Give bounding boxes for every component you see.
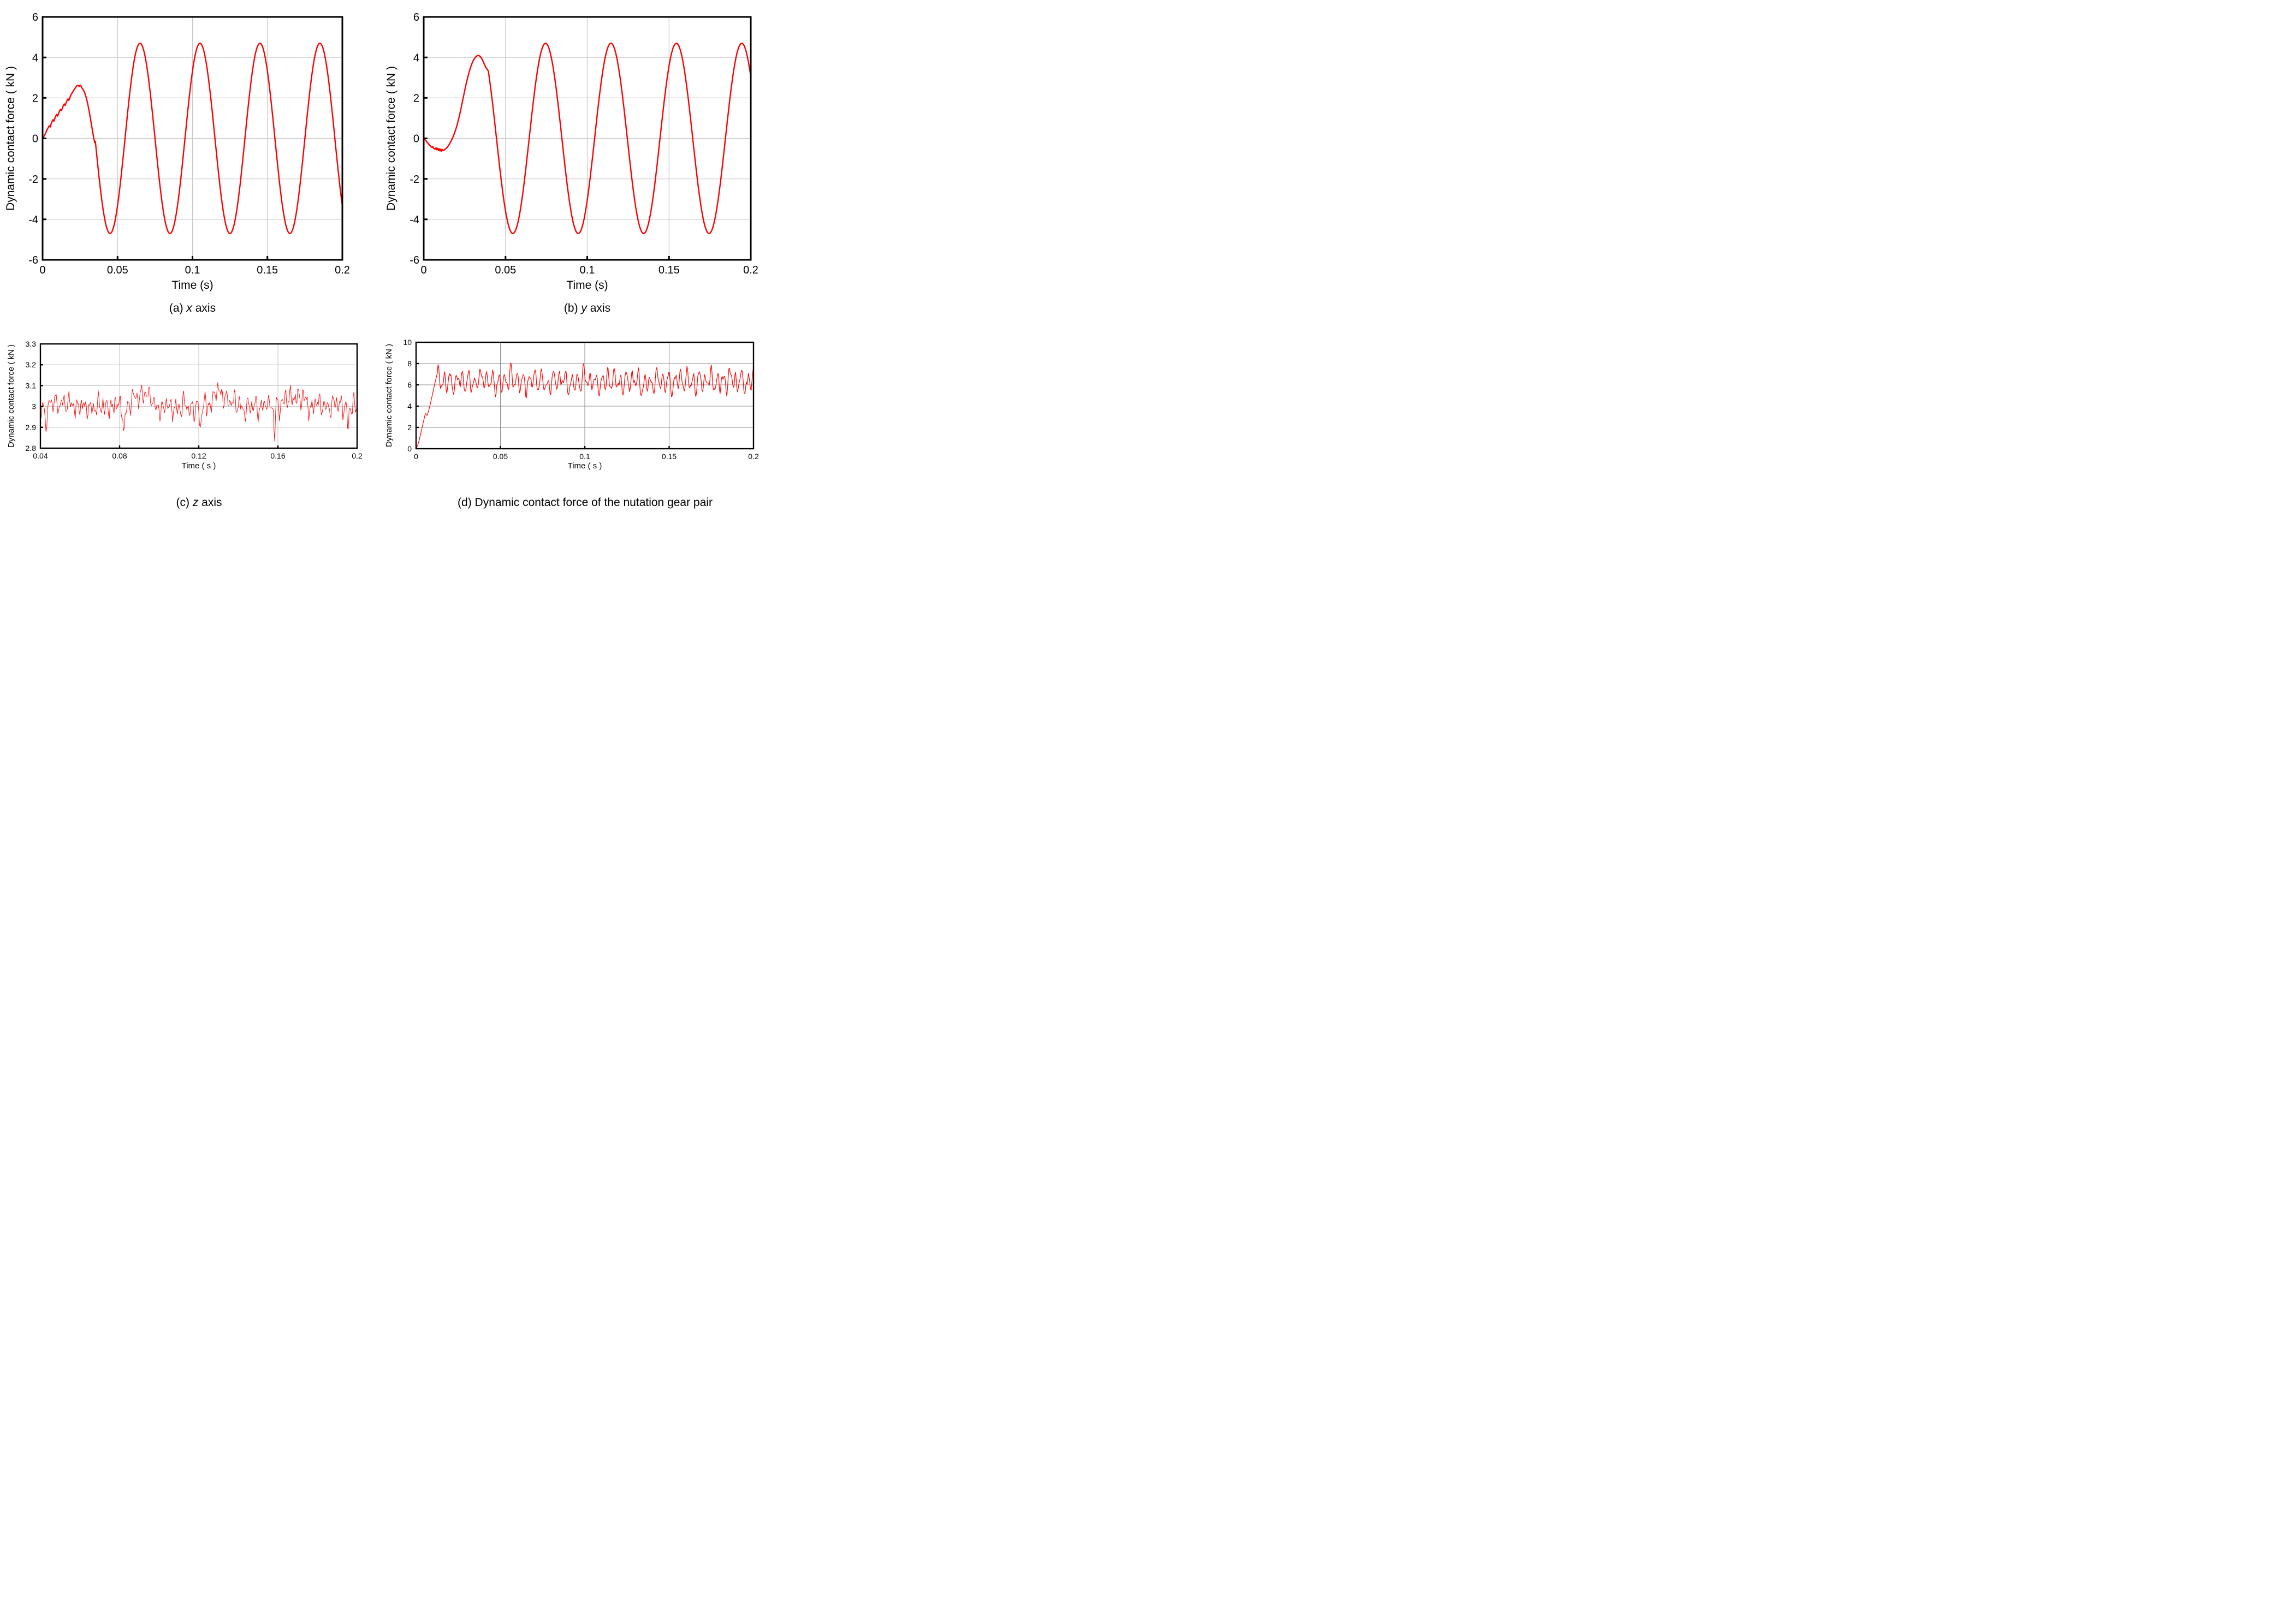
- x-tick-label: 0.16: [270, 451, 285, 460]
- y-tick-label: -6: [410, 254, 419, 266]
- x-tick-label: 0.2: [748, 452, 759, 461]
- x-tick-label: 0.08: [112, 451, 127, 460]
- x-tick-label: 0.04: [33, 451, 48, 460]
- y-tick-label: 4: [407, 402, 412, 411]
- caption-d-prefix: (d) Dynamic contact force of the nutatio…: [458, 496, 713, 509]
- y-tick-label: 2.8: [26, 444, 37, 453]
- y-tick-label: 0: [413, 133, 419, 145]
- chart-c: 0.04 0.08 0.12 0.16 0.2 2.8 2.9 3 3.1 3.2 3.3 Time …: [0, 328, 383, 494]
- series-contact-force-y: [423, 43, 752, 234]
- y-axis-label: Dynamic contact force ( kN ): [385, 66, 398, 211]
- x-tick-label: 0.15: [662, 452, 677, 461]
- x-tick-label: 0.15: [658, 264, 680, 276]
- y-tick-label: 6: [413, 11, 419, 23]
- y-axis-label: Dynamic contact force ( kN ): [7, 344, 16, 448]
- chart-c-caption: (c) z axis: [8, 496, 390, 510]
- y-tick-label: -4: [410, 214, 419, 226]
- caption-a-suffix: axis: [192, 302, 216, 314]
- caption-c-prefix: (c): [176, 496, 193, 509]
- chart-b: 0 0.05 0.1 0.15 0.2 -6 -4 -2 0 2 4 6 Time (s) Dynamic…: [383, 0, 766, 302]
- caption-b-prefix: (b): [563, 302, 582, 314]
- x-tick-label: 0.2: [335, 264, 350, 276]
- chart-b-caption: (b) y axis: [396, 301, 766, 316]
- chart-d: 0 0.05 0.1 0.15 0.2 0 2 4 6 8 10 Time ( s ) Dynamic …: [383, 328, 766, 494]
- y-tick-label: 10: [403, 338, 412, 347]
- y-tick-label: 2.9: [26, 423, 37, 432]
- chart-d-svg: 0 0.05 0.1 0.15 0.2 0 2 4 6 8 10 Time ( s ) Dynamic …: [384, 338, 759, 471]
- x-tick-label: 0: [414, 452, 418, 461]
- caption-b-suffix: axis: [586, 302, 611, 314]
- caption-a-variable: x: [186, 302, 192, 314]
- x-tick-label: 0.2: [743, 264, 758, 276]
- x-tick-label: 0.12: [191, 451, 206, 460]
- x-tick-label: 0.05: [493, 452, 508, 461]
- y-axis-label: Dynamic contact force ( kN ): [384, 344, 394, 447]
- y-tick-label: -6: [28, 254, 38, 266]
- x-axis-label: Time ( s ): [182, 461, 216, 471]
- x-tick-label: 0.05: [107, 264, 128, 276]
- y-tick-label: 0: [407, 444, 412, 453]
- y-tick-label: 0: [32, 133, 38, 145]
- chart-c-svg: 0.04 0.08 0.12 0.16 0.2 2.8 2.9 3 3.1 3.2 3.3 Time …: [7, 340, 363, 471]
- chart-panel-d: 0 0.05 0.1 0.15 0.2 0 2 4 6 8 10 Time ( s ) Dynamic …: [383, 328, 766, 533]
- chart-d-caption: (d) Dynamic contact force of the nutatio…: [394, 496, 766, 510]
- y-tick-label: 3.1: [26, 381, 37, 390]
- x-axis-label: Time ( s ): [568, 461, 602, 471]
- x-tick-label: 0.2: [352, 451, 363, 460]
- caption-c-variable: z: [192, 496, 199, 509]
- x-tick-label: 0.15: [257, 264, 278, 276]
- x-tick-label: 0.1: [579, 452, 590, 461]
- series-contact-force-nutation-gear-pair: [416, 362, 755, 449]
- y-tick-label: -2: [410, 174, 419, 186]
- chart-panel-c: 0.04 0.08 0.12 0.16 0.2 2.8 2.9 3 3.1 3.2 3.3 Time …: [0, 328, 383, 533]
- y-tick-label: -2: [28, 174, 38, 186]
- y-tick-label: 6: [407, 380, 412, 389]
- chart-panel-b: 0 0.05 0.1 0.15 0.2 -6 -4 -2 0 2 4 6 Time (s) Dynamic…: [383, 0, 766, 328]
- y-tick-label: -4: [28, 214, 38, 226]
- y-tick-label: 3.2: [26, 360, 37, 369]
- series-contact-force-x: [41, 43, 343, 234]
- y-tick-label: 6: [32, 11, 38, 23]
- chart-a-caption: (a) x axis: [1, 301, 384, 316]
- series-contact-force-z: [40, 382, 358, 442]
- y-tick-label: 4: [32, 52, 38, 64]
- caption-a-prefix: (a): [169, 302, 187, 314]
- figure-page: 0 0.05 0.1 0.15 0.2 -6 -4 -2 0 2 4 6 Time (s) Dynamic…: [0, 0, 766, 533]
- chart-b-svg: 0 0.05 0.1 0.15 0.2 -6 -4 -2 0 2 4 6 Time (s) Dynamic…: [385, 11, 758, 292]
- caption-b-variable: y: [581, 302, 587, 314]
- x-tick-label: 0.1: [580, 264, 595, 276]
- y-tick-label: 4: [413, 52, 419, 64]
- y-tick-label: 3: [32, 402, 36, 411]
- x-tick-label: 0.1: [185, 264, 200, 276]
- x-axis-label: Time (s): [566, 279, 608, 292]
- y-tick-label: 2: [413, 93, 419, 105]
- chart-a-svg: 0 0.05 0.1 0.15 0.2 -6 -4 -2 0 2 4 6 Time (s) Dynamic…: [4, 11, 350, 292]
- x-tick-label: 0: [420, 264, 426, 276]
- x-tick-label: 0: [39, 264, 45, 276]
- x-tick-label: 0.05: [495, 264, 516, 276]
- y-tick-label: 3.3: [26, 340, 37, 348]
- y-tick-label: 2: [407, 423, 412, 432]
- caption-c-suffix: axis: [198, 496, 222, 509]
- chart-panel-a: 0 0.05 0.1 0.15 0.2 -6 -4 -2 0 2 4 6 Time (s) Dynamic…: [0, 0, 383, 328]
- x-axis-label: Time (s): [171, 279, 213, 292]
- chart-a: 0 0.05 0.1 0.15 0.2 -6 -4 -2 0 2 4 6 Time (s) Dynamic…: [0, 0, 383, 302]
- y-axis-label: Dynamic contact force ( kN ): [4, 66, 17, 211]
- y-tick-label: 8: [407, 359, 412, 368]
- y-tick-label: 2: [32, 93, 38, 105]
